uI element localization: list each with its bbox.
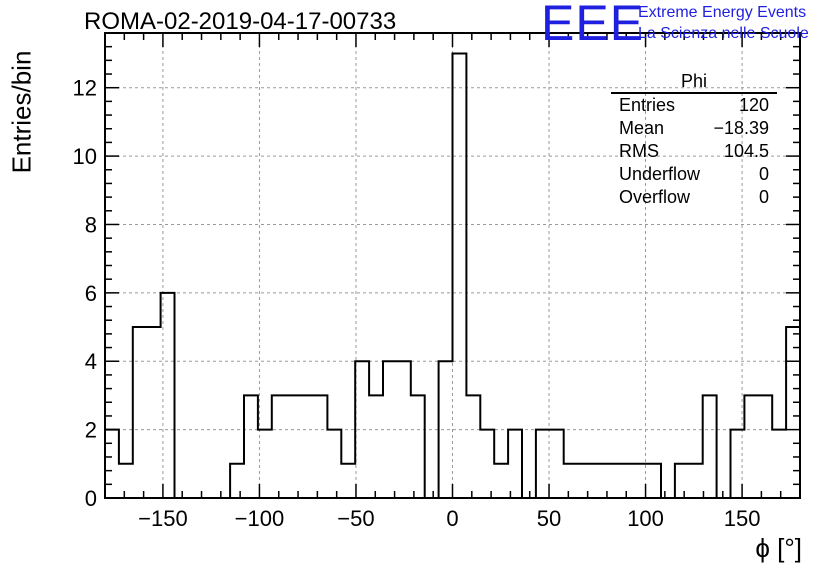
histogram-bin bbox=[689, 464, 703, 498]
histogram-bin bbox=[286, 395, 300, 498]
stats-label: Overflow bbox=[619, 187, 691, 207]
stats-value: 0 bbox=[758, 187, 769, 207]
histogram-bin bbox=[466, 395, 480, 498]
histogram-bin bbox=[480, 430, 494, 498]
histogram-bin bbox=[147, 327, 161, 498]
stats-box: Phi Entries 120 Mean −18.39 RMS 104.5 Un… bbox=[611, 70, 777, 209]
x-tick-label: −50 bbox=[337, 506, 374, 531]
x-tick-label: −100 bbox=[235, 506, 285, 531]
stats-label: Entries bbox=[619, 95, 676, 115]
histogram-bin bbox=[564, 464, 578, 498]
x-axis-label: ϕ [°] bbox=[755, 533, 802, 563]
stats-value: −18.39 bbox=[713, 118, 769, 138]
histogram-bin bbox=[508, 430, 522, 498]
y-tick-label: 8 bbox=[85, 212, 97, 237]
histogram-bin bbox=[550, 430, 564, 498]
y-tick-label: 2 bbox=[85, 418, 97, 443]
histogram-bin bbox=[411, 395, 425, 498]
plot-frame bbox=[104, 32, 801, 499]
x-tick-label: 50 bbox=[537, 506, 561, 531]
histogram-bin bbox=[244, 395, 258, 498]
stats-row-entries: Entries 120 bbox=[611, 94, 777, 117]
histogram-bin bbox=[744, 395, 758, 498]
histogram-bin bbox=[772, 430, 786, 498]
histogram-bin bbox=[119, 464, 133, 498]
histogram-bin bbox=[439, 361, 453, 498]
logo-line-1: Extreme Energy Events bbox=[638, 4, 807, 21]
y-tick-label: 4 bbox=[85, 349, 97, 374]
histogram-bin bbox=[272, 395, 286, 498]
histogram-bin bbox=[592, 464, 606, 498]
stats-row-overflow: Overflow 0 bbox=[611, 186, 777, 209]
stats-title: Phi bbox=[611, 70, 777, 94]
stats-value: 120 bbox=[738, 95, 769, 115]
histogram-bin bbox=[397, 361, 411, 498]
histogram-bin bbox=[133, 327, 147, 498]
x-tick-label: 100 bbox=[627, 506, 664, 531]
histogram-bin bbox=[578, 464, 592, 498]
histogram-bin bbox=[647, 464, 661, 498]
histogram-bin bbox=[758, 395, 772, 498]
x-tick-label: 0 bbox=[446, 506, 458, 531]
histogram-bin bbox=[786, 327, 800, 498]
stats-label: RMS bbox=[619, 141, 659, 161]
chart-title: ROMA-02-2019-04-17-00733 bbox=[84, 8, 397, 35]
histogram-outline bbox=[105, 52, 800, 499]
x-tick-label: −150 bbox=[138, 506, 188, 531]
logo-line-2: La Scienza nelle Scuole bbox=[638, 25, 809, 42]
histogram-bin bbox=[703, 395, 717, 498]
histogram-bin bbox=[300, 395, 314, 498]
histogram-bin bbox=[230, 464, 244, 498]
histogram-bin bbox=[536, 430, 550, 498]
y-tick-label: 10 bbox=[73, 144, 97, 169]
tick-labels: −150 −100 −50 0 50 100 150 0 2 4 6 8 10 12 bbox=[73, 76, 761, 531]
histogram-bin bbox=[105, 430, 119, 498]
eee-logo: EEE bbox=[541, 0, 645, 51]
stats-row-underflow: Underflow 0 bbox=[611, 163, 777, 186]
histogram-bin bbox=[341, 464, 355, 498]
histogram-bin bbox=[369, 395, 383, 498]
stats-value: 0 bbox=[758, 164, 769, 184]
histogram-bin bbox=[453, 54, 467, 498]
stats-row-mean: Mean −18.39 bbox=[611, 117, 777, 140]
grid bbox=[105, 33, 800, 498]
y-tick-label: 6 bbox=[85, 281, 97, 306]
histogram-bin bbox=[314, 395, 328, 498]
y-tick-label: 0 bbox=[85, 486, 97, 511]
stats-row-rms: RMS 104.5 bbox=[611, 140, 777, 163]
histogram-bin bbox=[327, 430, 341, 498]
stats-value: 104.5 bbox=[723, 141, 769, 161]
stats-label: Mean bbox=[619, 118, 665, 138]
x-tick-label: 150 bbox=[724, 506, 761, 531]
y-axis-label: Entries/bin bbox=[6, 50, 37, 174]
stats-label: Underflow bbox=[619, 164, 701, 184]
histogram-bin bbox=[494, 464, 508, 498]
histogram-bin bbox=[675, 464, 689, 498]
y-tick-label: 12 bbox=[73, 76, 97, 101]
